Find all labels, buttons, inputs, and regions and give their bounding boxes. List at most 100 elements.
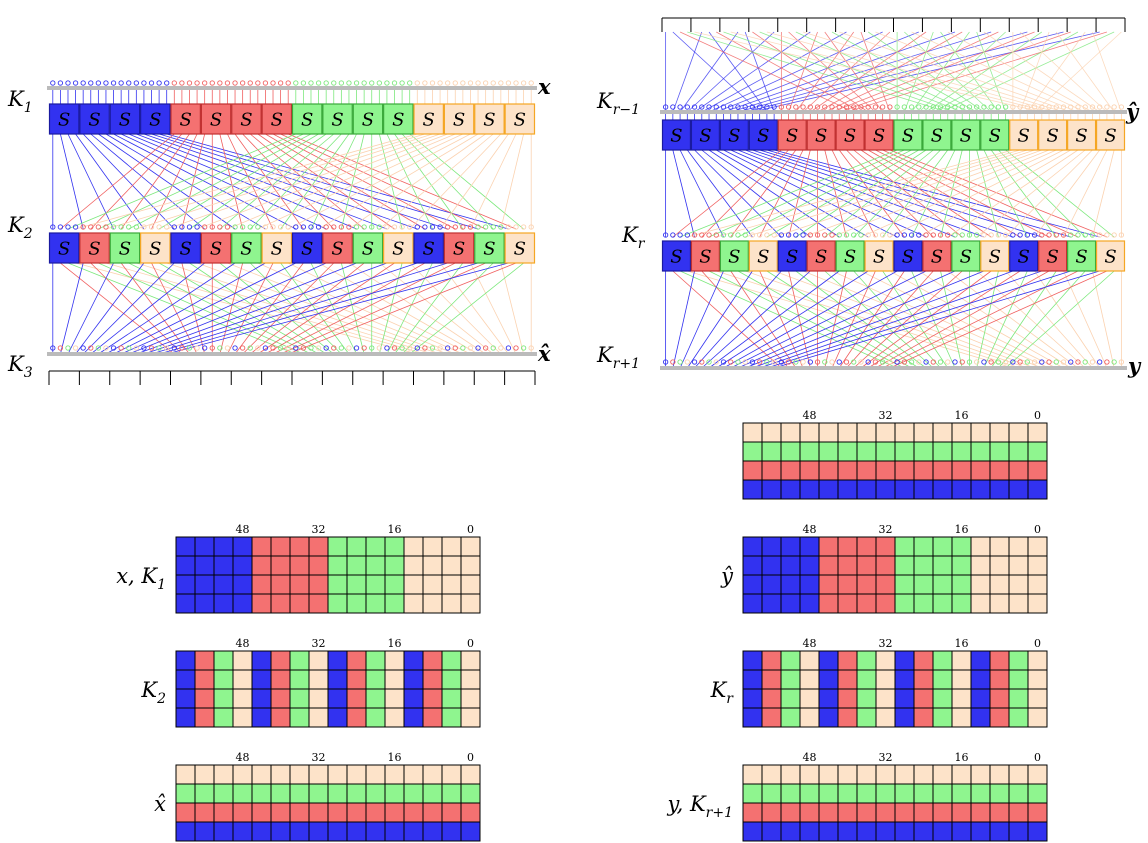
- left-cipher-xor-marker: [194, 224, 200, 230]
- grid-cell: [441, 669, 462, 690]
- grid-cell: [780, 460, 801, 481]
- grid-cell: [289, 536, 310, 557]
- right-cipher-xor-marker: [879, 104, 886, 110]
- left-cipher-xor-marker: [467, 224, 474, 230]
- left-cipher-xor-marker: [513, 224, 519, 230]
- grid-cell: [213, 593, 234, 614]
- grid-cell: [742, 802, 763, 823]
- wiring-layer: [52, 31, 1122, 369]
- right-cipher-sbox: [1009, 119, 1039, 151]
- grid-cell: [761, 593, 782, 614]
- right-cipher-input-wire: [679, 31, 739, 113]
- grid-cell: [894, 536, 915, 557]
- grid-cell: [194, 688, 215, 709]
- left-cipher-xor-marker: [437, 224, 443, 230]
- left-cipher-perm1-wire: [288, 133, 471, 230]
- right-cipher-perm2-wire: [759, 270, 1042, 369]
- right-cipher-xor-marker: [1053, 104, 1059, 110]
- grid-cell: [384, 669, 405, 690]
- grid-cell: [989, 650, 1010, 671]
- left-cipher-xor-marker: [217, 345, 223, 351]
- grid-cell: [232, 707, 253, 728]
- grid-cell: [799, 650, 820, 671]
- left-cipher-xor-marker: [156, 224, 162, 230]
- right-cipher-xor-marker: [1097, 104, 1103, 110]
- right-cipher-xor-marker: [937, 359, 944, 365]
- left-cipher-perm1-wire: [401, 133, 494, 230]
- grid-cell: [875, 783, 896, 804]
- grid-cell: [913, 707, 934, 728]
- right-cipher-xor-marker: [1039, 359, 1045, 365]
- right-cipher-input-wire: [672, 31, 703, 113]
- grid-cell: [989, 764, 1010, 785]
- right-cipher-sbox: [951, 240, 981, 272]
- right-cipher-input-wire: [983, 31, 1100, 113]
- right-cipher-perm2-wire: [708, 270, 840, 369]
- right-cipher-xor-marker: [974, 104, 980, 110]
- left-cipher-sbox-label: S: [483, 110, 495, 131]
- right-cipher-xor-marker: [952, 359, 958, 365]
- right-cipher-sbox: [922, 119, 952, 151]
- left-cipher-xor-marker: [482, 80, 489, 86]
- grid-cell: [1008, 688, 1029, 709]
- grid-cell: [989, 688, 1010, 709]
- left-cipher-xor-marker: [293, 224, 299, 230]
- right-cipher-xor-marker: [836, 232, 842, 238]
- left-cipher-perm2-wire: [439, 262, 509, 355]
- grid-cell: [761, 650, 782, 671]
- left-cipher-xor-marker: [323, 345, 329, 351]
- grid-cell: [875, 460, 896, 481]
- left-cipher-xor-marker: [331, 345, 337, 351]
- left-cipher-sbox: [140, 232, 171, 264]
- grid-cell: [213, 821, 234, 842]
- grid-cell: [346, 593, 367, 614]
- left-cipher-xor-marker: [171, 345, 177, 351]
- grid-cell: [837, 422, 858, 443]
- left-cipher-xor-marker: [407, 345, 413, 351]
- grid-cell: [818, 441, 839, 462]
- grid-cell: [308, 574, 329, 595]
- left-cipher-perm2-wire: [128, 262, 357, 355]
- left-cipher-sbox-label: S: [271, 110, 283, 131]
- grid-cell: [875, 479, 896, 500]
- right-cipher-xor-marker: [908, 104, 915, 110]
- right-cipher-xor-marker: [691, 104, 698, 110]
- left-cipher-xor-marker: [452, 80, 458, 86]
- right-cipher-perm1-wire: [860, 149, 1057, 238]
- left-cipher-xor-marker: [391, 345, 398, 351]
- right-cipher-xor-marker: [952, 232, 958, 238]
- grid-cell: [1027, 821, 1048, 842]
- grid-cell: [742, 764, 763, 785]
- grid-tick-label: 0: [1034, 637, 1041, 650]
- right-cipher-perm2-wire: [723, 270, 898, 369]
- right-cipher-xor-marker: [1118, 359, 1125, 365]
- right-cipher-xor-marker: [1089, 232, 1096, 238]
- grid-cell: [384, 574, 405, 595]
- right-cipher-perm2-wire: [766, 270, 1071, 369]
- right-cipher-xor-marker: [785, 232, 792, 238]
- grid-cell: [951, 707, 972, 728]
- left-cipher-xor-marker: [255, 224, 261, 230]
- grid-cell: [799, 707, 820, 728]
- right-cipher-sbox-label: S: [1046, 247, 1058, 268]
- right-cipher-xor-marker: [713, 104, 719, 110]
- grid-cell: [365, 593, 386, 614]
- left-cipher-xor-marker: [422, 345, 428, 351]
- right-cipher-xor-marker: [1024, 232, 1030, 238]
- grid-cell: [403, 783, 424, 804]
- right-cipher-input-wire: [867, 31, 985, 113]
- grid-cell: [308, 707, 329, 728]
- right-cipher-sbox: [1038, 240, 1068, 272]
- grid-cell: [308, 802, 329, 823]
- right-cipher-perm2-wire: [701, 270, 789, 369]
- grid-cell: [856, 802, 877, 823]
- left-cipher-xor-marker: [171, 224, 177, 230]
- right-cipher-xor-marker: [1046, 232, 1052, 238]
- right-cipher-sbox-label: S: [670, 126, 682, 147]
- grid-cell: [951, 422, 972, 443]
- right-cipher-xor-marker: [1031, 232, 1038, 238]
- right-cipher-xor-marker: [981, 104, 987, 110]
- right-cipher-perm1-wire: [860, 149, 992, 238]
- right-cipher-xor-marker: [793, 359, 799, 365]
- grid-cell: [818, 669, 839, 690]
